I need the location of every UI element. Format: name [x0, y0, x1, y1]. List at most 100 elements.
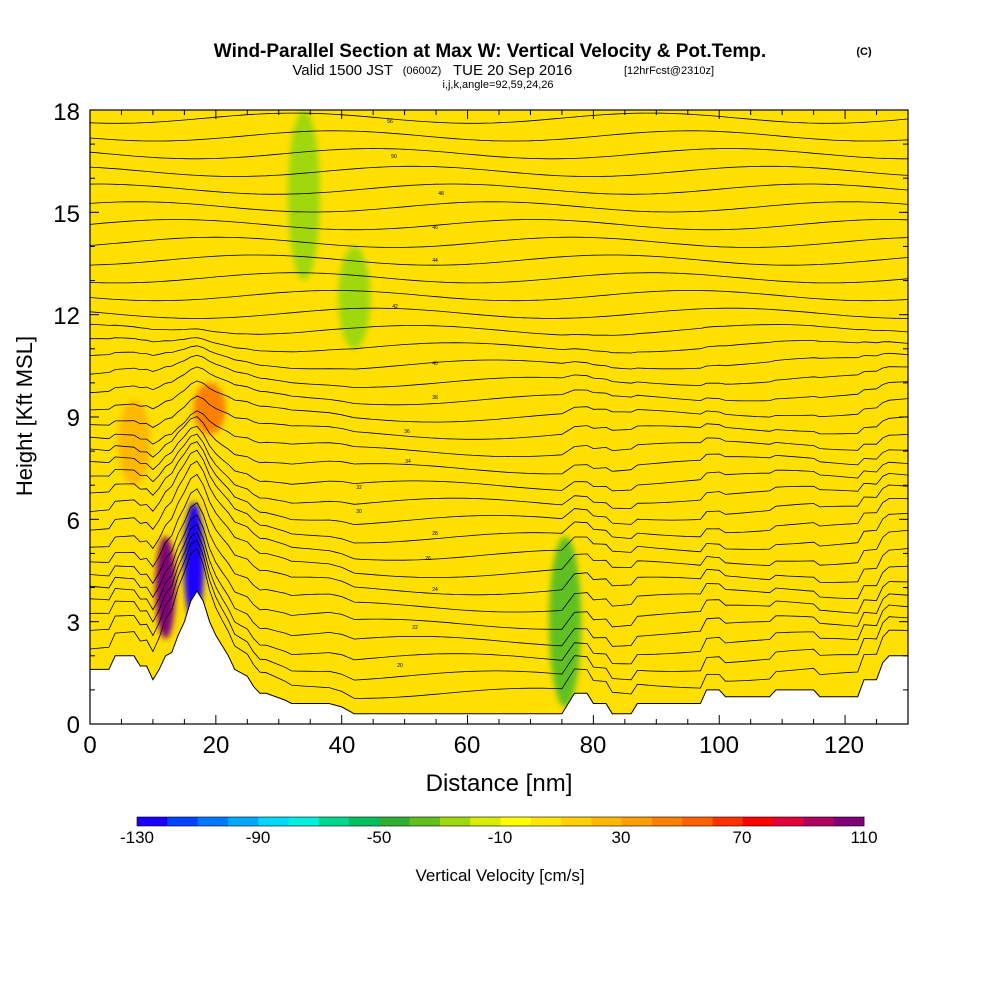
- colorbar-tick-label: -50: [367, 828, 392, 847]
- isentrope-line: [90, 547, 908, 699]
- subtitle-utc: (0600Z): [403, 65, 442, 77]
- isentrope-line: [90, 433, 908, 509]
- isentrope-label: 28: [432, 531, 438, 537]
- isentrope-line: [90, 531, 908, 665]
- isentrope-line: [90, 219, 908, 231]
- isentrope-label: 20: [397, 663, 403, 669]
- isentrope-line: [90, 425, 908, 492]
- colorbar-swatch: [137, 817, 168, 826]
- colorbar-swatch: [227, 817, 259, 826]
- vv-anomaly: [338, 246, 371, 349]
- colorbar-swatch: [682, 817, 713, 826]
- isentrope-line: [90, 183, 908, 195]
- isentrope-line: [90, 395, 908, 440]
- colorbar-swatch: [409, 817, 441, 826]
- subtitle-date: TUE 20 Sep 2016: [453, 62, 572, 79]
- isentrope-label: 30: [356, 509, 362, 515]
- isentrope-line: [90, 307, 908, 319]
- isentrope-label: 48: [438, 191, 444, 197]
- x-tick-label: 0: [83, 732, 96, 759]
- y-tick-label: 3: [67, 610, 80, 637]
- terrain-mask: [90, 590, 908, 724]
- vv-anomaly: [287, 110, 320, 281]
- y-axis-label: Height [Kft MSL]: [12, 336, 37, 496]
- isentrope-line: [90, 460, 908, 561]
- colorbar-tick-label: 70: [733, 828, 752, 847]
- y-tick-label: 0: [67, 712, 80, 739]
- isentrope-line: [90, 514, 908, 630]
- colorbar-swatch: [379, 817, 411, 826]
- x-tick-label: 60: [454, 732, 481, 759]
- colorbar-swatch: [561, 817, 592, 826]
- x-axis-label: Distance [nm]: [426, 770, 573, 797]
- y-tick-label: 6: [67, 508, 80, 535]
- colorbar-tick-label: -90: [246, 828, 271, 847]
- isentrope-line: [90, 366, 908, 406]
- y-tick-label: 12: [53, 303, 80, 330]
- colorbar-swatch: [803, 817, 835, 826]
- isentrope-label: 56: [387, 119, 393, 125]
- isentrope-line: [90, 254, 908, 266]
- chart-subtitle: Valid 1500 JST (0600Z) TUE 20 Sep 2016 […: [292, 62, 714, 79]
- x-tick-label: 120: [824, 732, 864, 759]
- colorbar-frame: [136, 816, 865, 827]
- isentrope-line: [90, 539, 908, 681]
- isentrope-label: 34: [405, 459, 411, 465]
- vv-anomaly: [118, 399, 151, 486]
- colorbar-swatch: [167, 817, 198, 826]
- y-tick-label: 15: [53, 201, 80, 228]
- y-tick-label: 9: [67, 405, 80, 432]
- axis-ticks: [89, 109, 909, 725]
- colorbar-swatch: [621, 817, 653, 826]
- colorbar-tick-label: 110: [850, 828, 877, 847]
- colorbar-tick-label: -10: [488, 828, 513, 847]
- isentrope-label: 38: [432, 395, 438, 401]
- isentrope-line: [90, 473, 908, 578]
- isentrope-line: [90, 112, 908, 124]
- isentrope-line: [90, 130, 908, 142]
- isentrope-line: [90, 502, 908, 613]
- chart-title-tag: (C): [856, 46, 872, 58]
- x-tick-label: 100: [699, 732, 739, 759]
- isentrope-line: [90, 323, 908, 336]
- isentrope-line: [90, 354, 908, 388]
- colorbar-swatch: [500, 817, 532, 826]
- colorbar-label: Vertical Velocity [cm/s]: [415, 866, 584, 885]
- subtitle-fcst: [12hrFcst@2310z]: [624, 65, 714, 77]
- isentrope-line: [90, 380, 908, 423]
- plot-area: 56 50 48 46 44 42 40 38 36 34 32 30 28 26 24 22 20: [89, 109, 909, 725]
- isentrope-label: 40: [432, 361, 438, 367]
- colorbar-swatch: [591, 817, 623, 826]
- isentrope-line: [90, 201, 908, 213]
- isentrope-line: [90, 165, 908, 177]
- isentrope-line: [90, 289, 908, 302]
- isentrope-label: 44: [432, 258, 438, 264]
- isentrope-line: [90, 148, 908, 160]
- colorbar-swatch: [773, 817, 804, 826]
- isentrope-line: [90, 236, 908, 248]
- isentrope-line: [90, 416, 908, 475]
- isentrope-label: 22: [412, 625, 418, 631]
- isentrope-line: [90, 345, 908, 370]
- isentrope-line: [90, 272, 908, 284]
- isentrope-label: 42: [392, 304, 398, 310]
- vv-anomaly: [193, 382, 226, 435]
- isentrope-line: [90, 523, 908, 647]
- colorbar-swatch: [197, 817, 229, 826]
- isentrope-label: 24: [432, 587, 438, 593]
- vv-anomaly: [155, 536, 176, 639]
- colorbar-swatch: [712, 817, 744, 826]
- isentrope-line: [90, 337, 908, 354]
- colorbar: -130 -90 -50 -10 30 70 110 Vertical Velo…: [120, 816, 878, 885]
- subtitle-main: Valid 1500 JST: [292, 62, 393, 79]
- colorbar-swatch: [833, 817, 865, 826]
- isentrope-line: [90, 488, 908, 596]
- x-axis: 0 20 40 60 80 100 120 Distance [nm]: [83, 732, 864, 797]
- x-tick-label: 20: [203, 732, 230, 759]
- colorbar-tick-label: -130: [120, 828, 154, 847]
- y-axis: 0 3 6 9 12 15 18 Height [Kft MSL]: [12, 99, 80, 739]
- chart-title: Wind-Parallel Section at Max W: Vertical…: [214, 41, 766, 62]
- vv-background-field: [90, 110, 908, 724]
- y-tick-label: 18: [53, 99, 80, 126]
